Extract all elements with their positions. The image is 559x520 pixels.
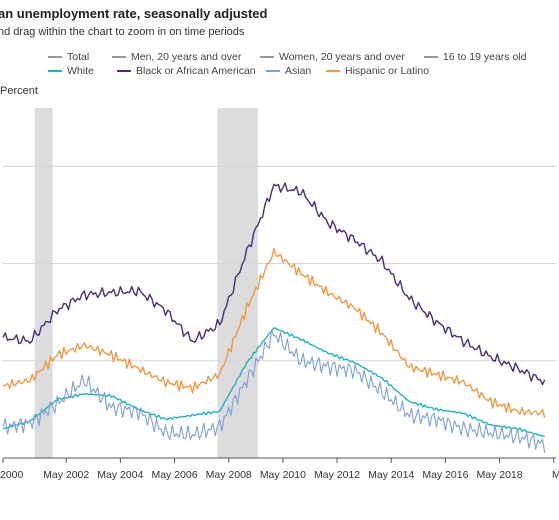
grid-lines — [3, 165, 556, 362]
x-tick-label: May 2012 — [314, 469, 360, 481]
chart-title: an unemployment rate, seasonally adjuste… — [0, 6, 268, 21]
series-line-hispanic-or-latino — [2, 247, 546, 419]
x-tick-label: May 2010 — [260, 469, 306, 481]
x-tick-label: May 2016 — [422, 469, 468, 481]
legend-label: Hispanic or Latino — [345, 65, 430, 77]
legend-label: 16 to 19 years old — [443, 51, 527, 63]
series-line-asian — [2, 329, 546, 453]
legend-swatch — [112, 56, 126, 58]
legend-label: Black or African American — [136, 65, 256, 77]
x-tick-label: May 2018 — [477, 469, 523, 481]
recession-shading — [34, 108, 259, 458]
series-lines — [2, 182, 546, 453]
legend-label: Total — [67, 51, 90, 63]
legend-swatch — [117, 70, 131, 72]
x-tick-label: May 2002 — [43, 469, 89, 481]
legend-label: Women, 20 years and over — [279, 51, 405, 63]
x-axis: 2000 May 2002 May 2004 May 2006 May 2008 May … — [0, 457, 559, 481]
legend-item-asian[interactable]: Asian — [266, 65, 311, 77]
legend-item-total[interactable]: Total — [48, 51, 89, 63]
legend-swatch — [48, 70, 62, 72]
legend-item-white[interactable]: White — [48, 65, 94, 77]
legend-swatch — [48, 56, 62, 58]
y-axis-label: Percent — [0, 85, 38, 97]
legend-swatch — [260, 56, 274, 58]
legend-item-16-19[interactable]: 16 to 19 years old — [424, 51, 526, 63]
legend-item-hispanic[interactable]: Hispanic or Latino — [326, 65, 429, 77]
x-tick-label: May 2004 — [97, 469, 143, 481]
x-tick-label: May 2014 — [368, 469, 414, 481]
x-tick-label: May 2006 — [151, 469, 197, 481]
legend-swatch — [266, 70, 280, 72]
series-line-black-or-african-american — [2, 182, 546, 386]
chart-subtitle: nd drag within the chart to zoom in on t… — [0, 26, 245, 38]
legend-label: Asian — [285, 65, 312, 77]
recession-band — [34, 108, 53, 458]
x-tick-label: M — [552, 469, 559, 481]
legend-swatch — [326, 70, 340, 72]
legend-item-black[interactable]: Black or African American — [117, 65, 256, 77]
legend-label: White — [67, 65, 94, 77]
series-line-white — [2, 327, 545, 438]
legend-label: Men, 20 years and over — [131, 51, 242, 63]
x-tick-label: May 2008 — [206, 469, 252, 481]
legend-item-women-20-over[interactable]: Women, 20 years and over — [260, 51, 405, 63]
x-tick-label: 2000 — [0, 469, 24, 481]
legend-swatch — [424, 56, 438, 58]
legend-item-men-20-over[interactable]: Men, 20 years and over — [112, 51, 241, 63]
